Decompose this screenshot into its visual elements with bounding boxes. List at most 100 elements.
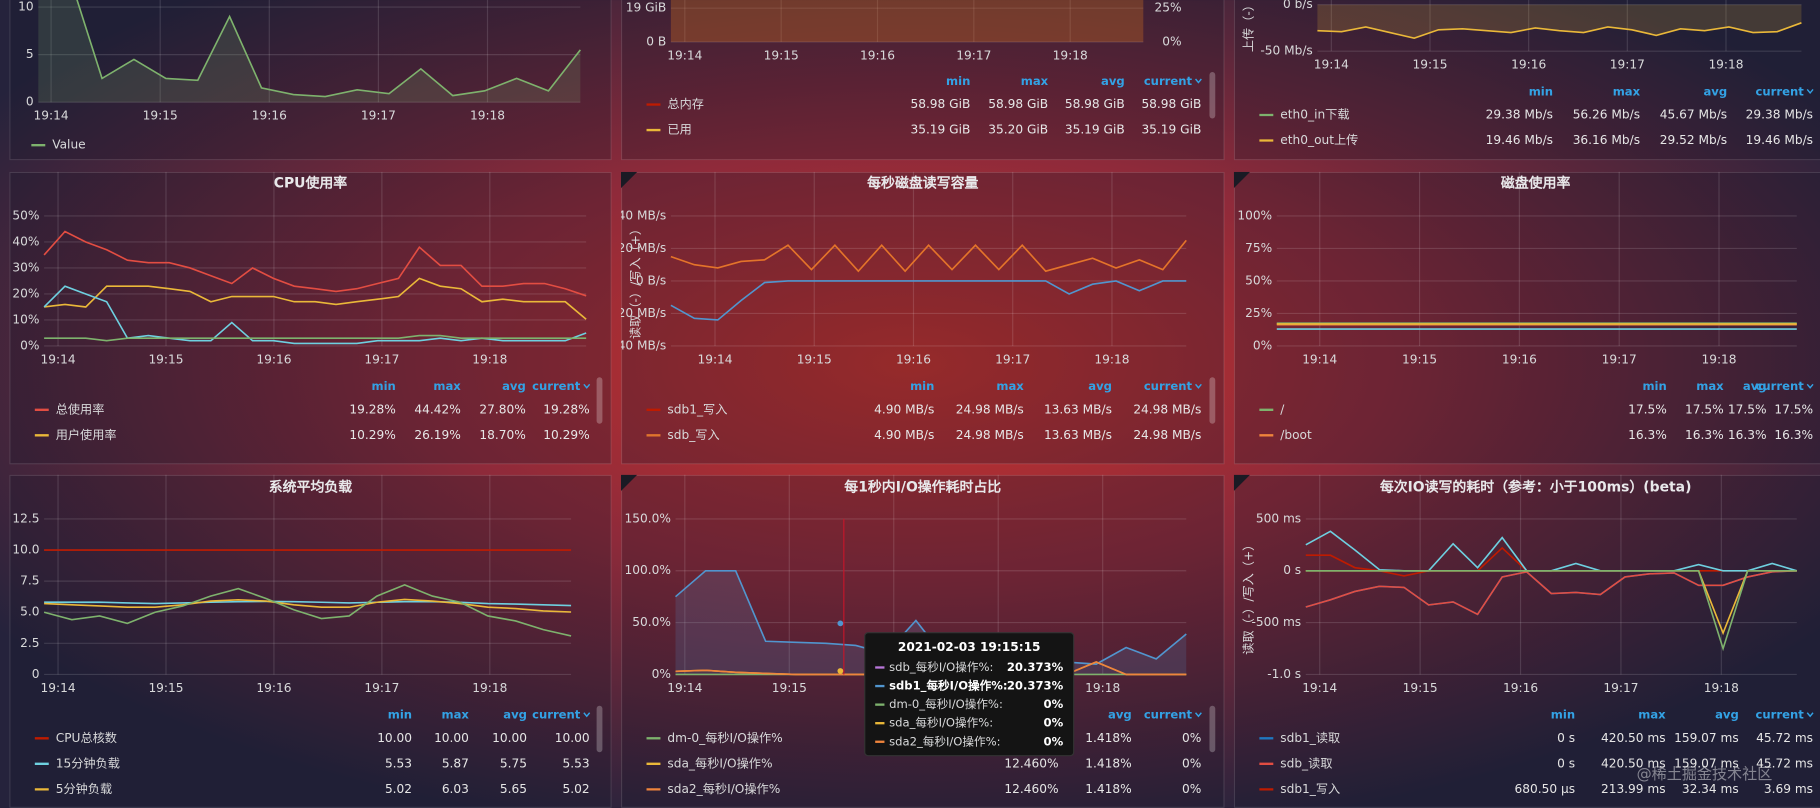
panel-background: [1233, 474, 1820, 808]
legend-name[interactable]: 用户使用率: [56, 427, 117, 442]
legend-column-header[interactable]: max: [433, 379, 461, 393]
y-tick-label: 0%: [20, 338, 39, 352]
x-tick-label: 19:18: [1708, 58, 1743, 72]
legend-column-header[interactable]: current: [1144, 379, 1193, 393]
legend-column-header[interactable]: current: [1144, 74, 1193, 88]
legend-column-header[interactable]: min: [1642, 379, 1666, 393]
legend-stat: 58.98 GiB: [910, 97, 970, 111]
legend-column-header[interactable]: max: [1638, 708, 1666, 722]
x-tick-label: 19:15: [1402, 352, 1437, 366]
y-tick-label: 10.0: [12, 543, 39, 557]
x-tick-label: 19:18: [472, 352, 507, 366]
legend-name[interactable]: sdb1_写入: [667, 402, 727, 416]
legend-stat: 5.02: [563, 782, 590, 796]
legend-stat: 5.75: [500, 756, 527, 770]
legend-name[interactable]: /: [1280, 402, 1285, 416]
legend-name[interactable]: CPU总核数: [56, 730, 117, 745]
y-tick-label: 5.0: [20, 605, 39, 619]
legend-column-header[interactable]: current: [1756, 84, 1805, 98]
series-line: [76, 0, 581, 98]
x-tick-label: 19:17: [1610, 58, 1645, 72]
legend-name[interactable]: dm-0_每秒I/O操作%: [667, 730, 782, 745]
legend-column-header[interactable]: max: [442, 708, 470, 722]
legend-column-header[interactable]: max: [1613, 84, 1641, 98]
legend-column-header[interactable]: avg: [1715, 708, 1739, 722]
legend-name[interactable]: 已用: [667, 123, 691, 137]
x-tick-label: 19:14: [1302, 352, 1337, 366]
legend-column-header[interactable]: max: [996, 379, 1024, 393]
legend-column-header[interactable]: avg: [1743, 379, 1767, 393]
legend-column-header[interactable]: max: [1696, 379, 1724, 393]
y-tick-label: -20 MB/s: [613, 306, 666, 320]
legend-column-header[interactable]: min: [1529, 84, 1553, 98]
panel-title: 系统平均负载: [269, 479, 353, 496]
legend-column-header[interactable]: avg: [502, 379, 526, 393]
legend-column-header[interactable]: avg: [1088, 379, 1112, 393]
sort-chevron: [1806, 712, 1814, 718]
y-tick-label: 150.0%: [624, 511, 670, 525]
legend-column-header[interactable]: min: [1551, 708, 1575, 722]
y-tick-label: -50 Mb/s: [1260, 44, 1312, 58]
legend-name[interactable]: eth0_out上传: [1280, 132, 1358, 147]
series-area: [670, 0, 1144, 42]
tooltip-value: 0%: [1044, 734, 1064, 748]
legend-column-header[interactable]: min: [910, 379, 934, 393]
tooltip-label: sda_每秒I/O操作%:: [889, 716, 993, 730]
info-corner: [620, 474, 638, 492]
legend-name[interactable]: sdb_读取: [1280, 756, 1332, 770]
series-line: [43, 230, 587, 297]
series-line: [44, 277, 587, 320]
legend-name[interactable]: sda_每秒I/O操作%: [667, 755, 772, 770]
y-tick-label: 20 MB/s: [618, 241, 667, 255]
legend-column-header[interactable]: avg: [1101, 74, 1125, 88]
series-line: [670, 239, 1187, 273]
legend-column-header[interactable]: current: [1144, 708, 1193, 722]
panel: 磁盘使用率 19:14 19:15 19:16 19:17 19:18 0% 25% 50% 75…: [1233, 171, 1820, 465]
legend-stat: 29.52 Mb/s: [1660, 133, 1727, 147]
legend-column-header[interactable]: current: [532, 379, 581, 393]
y-tick-label: 12.5: [12, 511, 39, 525]
legend-stat: 5.53: [385, 756, 412, 770]
x-tick-label: 19:15: [148, 681, 183, 695]
legend-name[interactable]: 总内存: [667, 97, 704, 111]
x-tick-label: 19:16: [252, 109, 287, 123]
legend-column-header[interactable]: current: [532, 708, 581, 722]
sort-chevron: [1195, 78, 1202, 84]
legend-name[interactable]: Value: [52, 138, 85, 152]
x-tick-label: 19:17: [1602, 352, 1637, 366]
legend-column-header[interactable]: avg: [503, 708, 527, 722]
legend-name[interactable]: sdb_写入: [667, 428, 719, 442]
legend-stat: 17.5%: [1728, 402, 1767, 416]
tooltip-label: sdb_每秒I/O操作%:: [889, 660, 993, 674]
legend-name[interactable]: 总使用率: [56, 401, 105, 416]
panel-background: [9, 474, 612, 808]
legend-column-header[interactable]: min: [946, 74, 970, 88]
legend-name[interactable]: 5分钟负载: [56, 781, 112, 796]
legend-column-header[interactable]: current: [1756, 379, 1805, 393]
legend-column-header[interactable]: avg: [1703, 84, 1727, 98]
legend-column-header[interactable]: current: [1756, 708, 1805, 722]
legend-stat: 0%: [1182, 756, 1201, 770]
legend-stat: 35.20 GiB: [988, 123, 1048, 137]
legend-stat: 10.29%: [349, 428, 395, 442]
legend-column-header[interactable]: avg: [1108, 708, 1132, 722]
legend-name[interactable]: eth0_in下载: [1280, 107, 1349, 121]
panel-title: 每1秒内I/O操作耗时占比: [844, 479, 1001, 496]
legend-name[interactable]: sdb1_读取: [1280, 731, 1340, 745]
y-axis-label: 读取（-）/写入（+）: [1241, 539, 1255, 655]
y-tick-label: 100.0%: [624, 563, 670, 577]
legend-name[interactable]: /boot: [1280, 428, 1312, 442]
legend-stat: 159.07 ms: [1674, 756, 1739, 770]
legend-stat: 10.29%: [543, 428, 589, 442]
legend-name[interactable]: 15分钟负载: [56, 755, 120, 770]
series-area: [670, 0, 1144, 42]
panel: 系统平均负载 19:14 19:15 19:16 19:17 19:18 0 2.5 5.0 7.…: [9, 474, 612, 808]
legend-column-header[interactable]: min: [388, 708, 412, 722]
legend-column-header[interactable]: min: [371, 379, 395, 393]
legend-stat: 45.72 ms: [1756, 756, 1813, 770]
legend-name[interactable]: sdb1_写入: [1280, 782, 1340, 796]
legend-column-header[interactable]: max: [1021, 74, 1049, 88]
legend-name[interactable]: sda2_每秒I/O操作%: [667, 781, 780, 796]
legend-stat: 1.418%: [1085, 731, 1131, 745]
info-corner: [1233, 474, 1251, 492]
